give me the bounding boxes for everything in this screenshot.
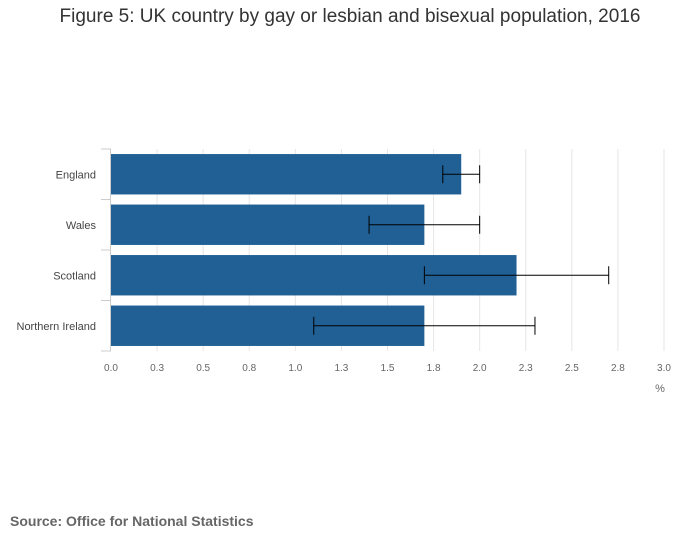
x-tick-label: 0.3 xyxy=(150,363,164,374)
category-label: Northern Ireland xyxy=(17,321,97,333)
x-tick-label: 1.0 xyxy=(288,363,302,374)
x-tick-label: 1.3 xyxy=(334,363,348,374)
x-axis-label: % xyxy=(655,383,665,395)
labels: 0.0 0.3 0.5 0.8 1.0 1.3 1.5 1.8 2.0 2.3 2.5 2.8 3.0%… xyxy=(17,169,672,395)
axes xyxy=(101,148,111,352)
x-tick-label: 1.5 xyxy=(381,363,395,374)
source-note: Source: Office for National Statistics xyxy=(10,513,254,529)
bars xyxy=(111,154,517,346)
x-tick-label: 2.0 xyxy=(473,363,487,374)
chart-title: Figure 5: UK country by gay or lesbian a… xyxy=(59,6,641,27)
x-tick-label: 3.0 xyxy=(657,363,671,374)
x-tick-label: 1.8 xyxy=(427,363,441,374)
x-tick-label: 0.8 xyxy=(242,363,256,374)
x-tick-label: 0.5 xyxy=(196,363,210,374)
category-label: Scotland xyxy=(53,270,96,282)
bar-england xyxy=(111,154,462,195)
x-tick-label: 2.5 xyxy=(565,363,579,374)
x-tick-label: 2.8 xyxy=(611,363,625,374)
error-bars xyxy=(313,165,610,335)
x-tick-label: 2.3 xyxy=(519,363,533,374)
category-label: England xyxy=(56,169,96,181)
category-label: Wales xyxy=(66,220,97,232)
x-tick-label: 0.0 xyxy=(104,363,118,374)
